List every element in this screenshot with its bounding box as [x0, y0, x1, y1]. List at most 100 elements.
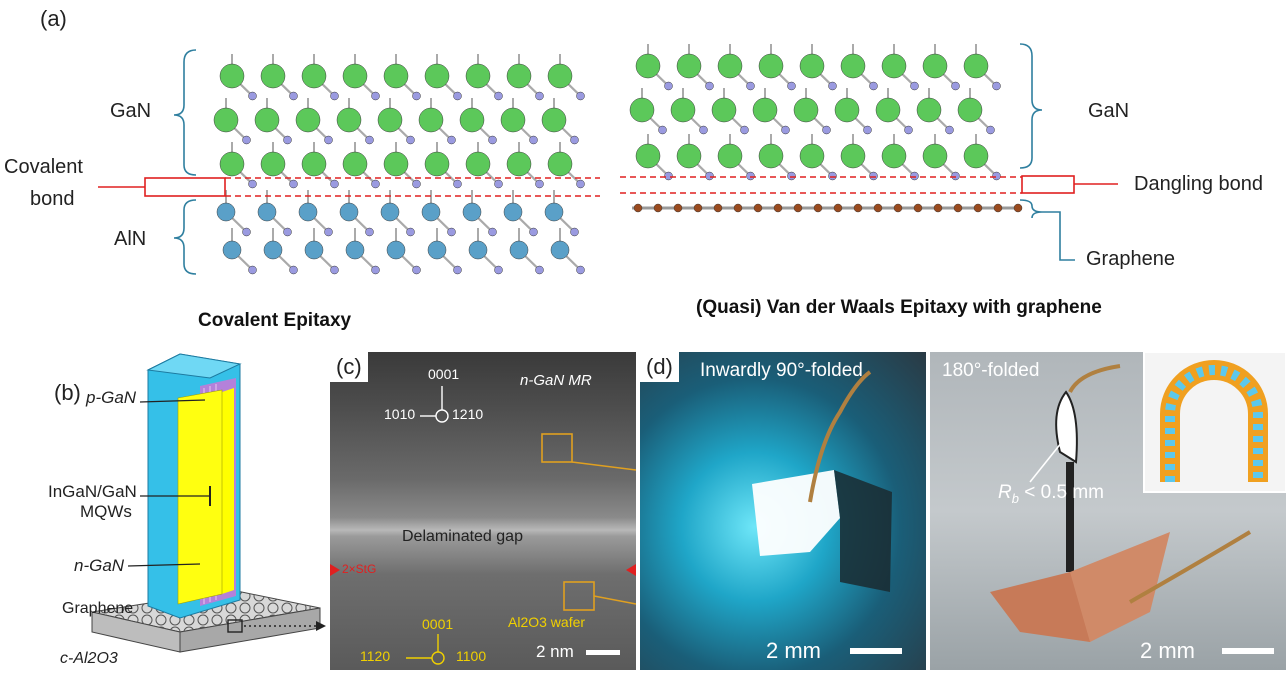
ga-atom	[295, 107, 321, 133]
n-atom	[986, 125, 995, 135]
scale-2mm-right: 2 mm	[1140, 638, 1195, 663]
n-atom	[371, 179, 380, 189]
al-atom	[427, 240, 447, 260]
c-atom	[933, 203, 943, 213]
n-atom	[324, 227, 333, 237]
n-atom	[371, 91, 380, 101]
ga-atom	[500, 107, 526, 133]
ga-atom	[676, 53, 702, 79]
c-atom	[773, 203, 783, 213]
ga-atom	[383, 151, 409, 177]
n-atom	[863, 125, 872, 135]
ga-atom	[629, 97, 655, 123]
ga-atom	[465, 63, 491, 89]
radius-label: Rb < 0.5 mm	[998, 482, 1104, 506]
ga-atom	[758, 143, 784, 169]
nanorod-schematic	[91, 353, 326, 653]
graphene-bracket	[1019, 199, 1043, 219]
ga-atom	[547, 63, 573, 89]
n-atom	[330, 91, 339, 101]
ga-atom	[301, 63, 327, 89]
ga-atom	[260, 63, 286, 89]
gan-label-left: GaN	[110, 100, 152, 122]
folded-180-title: 180°-folded	[942, 360, 1040, 381]
n-atom	[453, 91, 462, 101]
c-atom	[993, 203, 1003, 213]
led-photo-180: 180°-folded Rb < 0.5 mm 2 mm	[930, 352, 1286, 670]
n-atom	[494, 91, 503, 101]
covalent-label-1: Covalent	[4, 156, 83, 178]
ga-atom	[635, 143, 661, 169]
al-atom	[386, 240, 406, 260]
panel-b-label: (b)	[54, 380, 81, 405]
al-atom	[345, 240, 365, 260]
al-atom	[222, 240, 242, 260]
n-atom	[781, 125, 790, 135]
n-atom	[535, 179, 544, 189]
al-atom	[509, 240, 529, 260]
n-atom	[705, 81, 714, 91]
c-atom	[873, 203, 883, 213]
ga-atom	[922, 53, 948, 79]
n-atom	[945, 125, 954, 135]
c-atom	[893, 203, 903, 213]
scale-2mm-left: 2 mm	[766, 638, 821, 663]
n-atom	[248, 179, 257, 189]
ga-atom	[957, 97, 983, 123]
ga-atom	[793, 97, 819, 123]
ga-atom	[676, 143, 702, 169]
n-atom	[330, 179, 339, 189]
inward-90-title: Inwardly 90°-folded	[700, 360, 863, 381]
covalent-bond-box	[144, 177, 226, 197]
c-atom	[653, 203, 663, 213]
n-atom	[412, 265, 421, 275]
dir-0001-top: 0001	[428, 366, 460, 382]
al-atom	[304, 240, 324, 260]
panel-d-label: (d)	[640, 352, 679, 382]
n-atom	[951, 81, 960, 91]
n-atom	[992, 81, 1001, 91]
c-atom	[693, 203, 703, 213]
n-atom	[910, 171, 919, 181]
ga-atom	[916, 97, 942, 123]
n-atom	[453, 179, 462, 189]
ga-atom	[799, 143, 825, 169]
n-atom	[248, 265, 257, 275]
n-atom	[447, 135, 456, 145]
n-atom	[705, 171, 714, 181]
scale-2nm: 2 nm	[536, 642, 574, 661]
n-atom	[828, 171, 837, 181]
covalent-epitaxy-caption: Covalent Epitaxy	[198, 310, 352, 331]
sapphire-label: c-Al2O3	[60, 650, 118, 667]
n-atom	[869, 171, 878, 181]
dir-1210: 1210	[452, 406, 484, 422]
n-atom	[529, 227, 538, 237]
n-atom	[828, 81, 837, 91]
gan-bracket-right	[1019, 43, 1043, 169]
ga-atom	[254, 107, 280, 133]
graphene-label: Graphene	[1086, 248, 1175, 270]
al-atom	[263, 240, 283, 260]
vdw-epitaxy-caption: (Quasi) Van der Waals Epitaxy with graph…	[696, 297, 1102, 318]
c-atom	[753, 203, 763, 213]
ga-atom	[541, 107, 567, 133]
ga-atom	[506, 151, 532, 177]
al-atom	[503, 202, 523, 222]
c-atom	[853, 203, 863, 213]
n-atom	[822, 125, 831, 135]
ga-atom	[219, 63, 245, 89]
dir-1100: 1100	[456, 648, 487, 664]
al-atom	[550, 240, 570, 260]
panel-a-structures	[98, 43, 1118, 275]
c-atom	[793, 203, 803, 213]
ga-atom	[465, 151, 491, 177]
n-atom	[576, 91, 585, 101]
p-gan-label: p-GaN	[86, 388, 137, 407]
n-atom	[535, 265, 544, 275]
ga-atom	[301, 151, 327, 177]
aln-bracket-left	[173, 199, 197, 275]
n-atom	[529, 135, 538, 145]
gan-bracket-left	[173, 49, 197, 176]
right-lattice-atoms	[629, 53, 1023, 213]
al-atom	[544, 202, 564, 222]
